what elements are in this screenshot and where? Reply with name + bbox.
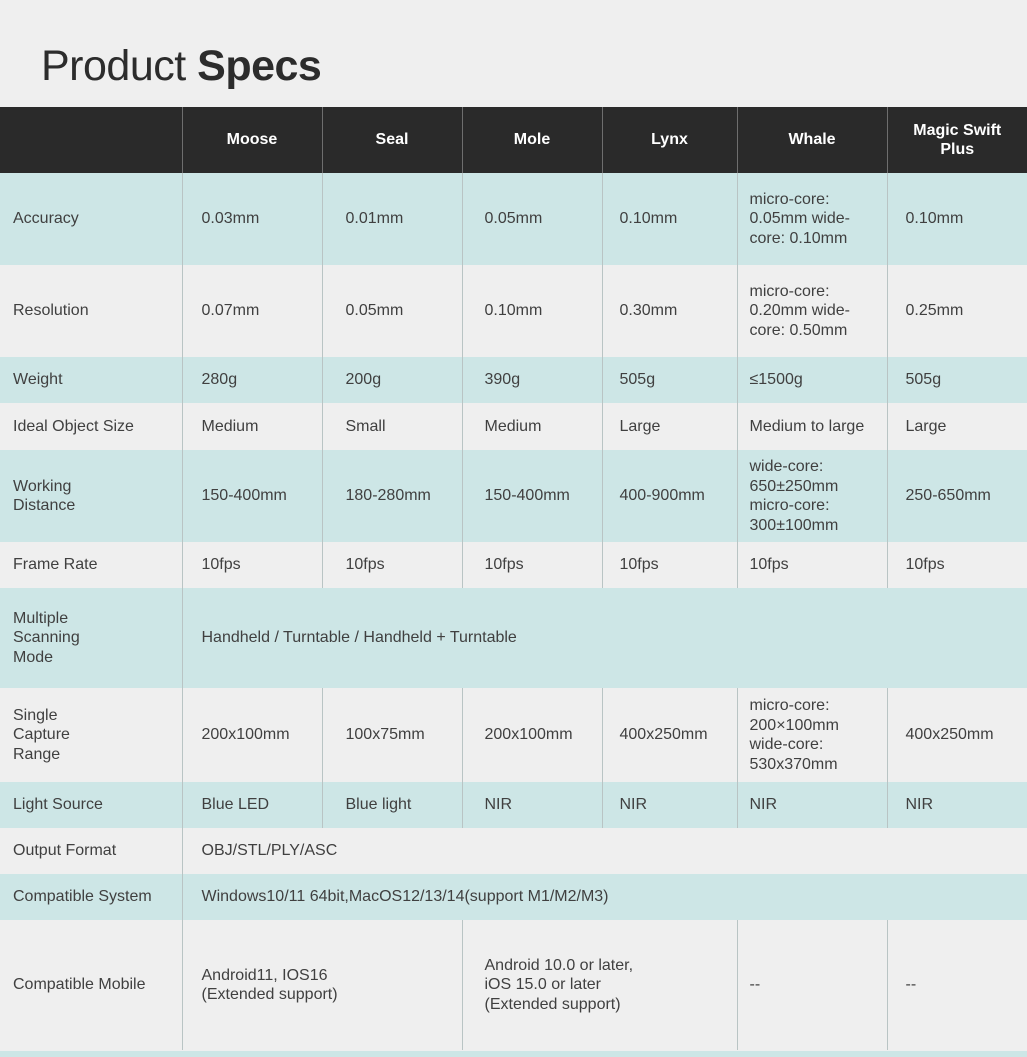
row-resolution: Resolution 0.07mm 0.05mm 0.10mm 0.30mm m… — [0, 265, 1027, 357]
row-weight: Weight 280g 200g 390g 505g ≤1500g 505g — [0, 357, 1027, 403]
cell-seal: 10fps — [321, 542, 462, 588]
cell-magic-swift-plus: Large — [886, 403, 1027, 450]
cell-seal: 0.01mm — [321, 173, 462, 265]
header-empty — [0, 107, 182, 173]
cell-seal: Small — [321, 403, 462, 450]
cell-mobile-mole-lynx: Android 10.0 or later, iOS 15.0 or later… — [461, 920, 737, 1050]
cell-lynx: 400x250mm — [601, 688, 737, 782]
cell-lynx: NIR — [601, 782, 737, 828]
row-ideal-object-size: Ideal Object Size Medium Small Medium La… — [0, 403, 1027, 450]
cell-whale: NIR — [736, 782, 887, 828]
cell-moose: 10fps — [181, 542, 322, 588]
cell-seal: 180-280mm — [321, 450, 462, 542]
cell-lynx: 400-900mm — [601, 450, 737, 542]
cell-whale: wide-core: 650±250mm micro-core: 300±100… — [736, 450, 887, 542]
row-label: Ideal Object Size — [0, 403, 182, 450]
cell-magic-swift-plus: NIR — [886, 782, 1027, 828]
header-mole: Mole — [461, 107, 602, 173]
cell-lynx: 0.10mm — [601, 173, 737, 265]
row-label: Working Distance — [0, 450, 182, 542]
cell-output-format: OBJ/STL/PLY/ASC — [181, 828, 1027, 874]
title-bold: Specs — [197, 42, 322, 90]
cell-mobile-magic-swift-plus: -- — [886, 920, 1027, 1050]
cell-moose: 280g — [181, 357, 322, 403]
cell-magic-swift-plus: 0.10mm — [886, 173, 1027, 265]
cell-mobile-whale: -- — [736, 920, 887, 1050]
row-label: Compatible Mobile — [0, 920, 182, 1050]
cell-seal: 200g — [321, 357, 462, 403]
cell-magic-swift-plus: 0.25mm — [886, 265, 1027, 357]
header-seal: Seal — [321, 107, 462, 173]
header-whale: Whale — [736, 107, 887, 173]
row-label: Compatible System — [0, 874, 182, 920]
cell-magic-swift-plus: 400x250mm — [886, 688, 1027, 782]
cell-scanning-mode: Handheld / Turntable / Handheld + Turnta… — [181, 588, 1027, 688]
row-single-capture-range: Single Capture Range 200x100mm 100x75mm … — [0, 688, 1027, 782]
cell-moose: 200x100mm — [181, 688, 322, 782]
row-compatible-mobile: Compatible Mobile Android11, IOS16 (Exte… — [0, 920, 1027, 1050]
row-working-distance: Working Distance 150-400mm 180-280mm 150… — [0, 450, 1027, 542]
cell-seal: 100x75mm — [321, 688, 462, 782]
row-multiple-scanning-mode: Multiple Scanning Mode Handheld / Turnta… — [0, 588, 1027, 688]
cell-mole: 10fps — [461, 542, 602, 588]
cell-mobile-moose-seal: Android11, IOS16 (Extended support) — [181, 920, 462, 1050]
cell-lynx: 10fps — [601, 542, 737, 588]
row-label: Light Source — [0, 782, 182, 828]
cell-whale: Medium to large — [736, 403, 887, 450]
cell-lynx: 0.30mm — [601, 265, 737, 357]
header-moose: Moose — [181, 107, 322, 173]
cell-mole: 0.05mm — [461, 173, 602, 265]
cell-compatible-system: Windows10/11 64bit,MacOS12/13/14(support… — [181, 874, 1027, 920]
row-label: Output Format — [0, 828, 182, 874]
specs-table: Moose Seal Mole Lynx Whale Magic Swift P… — [0, 107, 1027, 1050]
row-compatible-system: Compatible System Windows10/11 64bit,Mac… — [0, 874, 1027, 920]
page-title: Product Specs — [41, 40, 322, 92]
cell-whale: micro-core: 200×100mm wide-core: 530x370… — [736, 688, 887, 782]
cell-magic-swift-plus: 505g — [886, 357, 1027, 403]
cell-seal: Blue light — [321, 782, 462, 828]
row-frame-rate: Frame Rate 10fps 10fps 10fps 10fps 10fps… — [0, 542, 1027, 588]
cell-lynx: Large — [601, 403, 737, 450]
cell-mole: 200x100mm — [461, 688, 602, 782]
header-lynx: Lynx — [601, 107, 737, 173]
cell-magic-swift-plus: 250-650mm — [886, 450, 1027, 542]
cell-seal: 0.05mm — [321, 265, 462, 357]
row-label: Frame Rate — [0, 542, 182, 588]
row-label: Resolution — [0, 265, 182, 357]
cell-moose: 150-400mm — [181, 450, 322, 542]
cell-lynx: 505g — [601, 357, 737, 403]
cell-mole: 390g — [461, 357, 602, 403]
row-light-source: Light Source Blue LED Blue light NIR NIR… — [0, 782, 1027, 828]
row-label: Multiple Scanning Mode — [0, 588, 182, 688]
cell-moose: 0.07mm — [181, 265, 322, 357]
cell-moose: 0.03mm — [181, 173, 322, 265]
cell-moose: Blue LED — [181, 782, 322, 828]
cell-mole: NIR — [461, 782, 602, 828]
row-label: Single Capture Range — [0, 688, 182, 782]
row-label: Weight — [0, 357, 182, 403]
header-row: Moose Seal Mole Lynx Whale Magic Swift P… — [0, 107, 1027, 173]
cell-whale: micro-core: 0.05mm wide-core: 0.10mm — [736, 173, 887, 265]
cell-whale: 10fps — [736, 542, 887, 588]
cell-mole: 150-400mm — [461, 450, 602, 542]
cell-mole: 0.10mm — [461, 265, 602, 357]
cell-mole: Medium — [461, 403, 602, 450]
cell-whale: ≤1500g — [736, 357, 887, 403]
header-magic-swift-plus: Magic Swift Plus — [886, 107, 1027, 173]
cell-whale: micro-core: 0.20mm wide-core: 0.50mm — [736, 265, 887, 357]
row-accuracy: Accuracy 0.03mm 0.01mm 0.05mm 0.10mm mic… — [0, 173, 1027, 265]
title-light: Product — [41, 42, 186, 90]
cell-magic-swift-plus: 10fps — [886, 542, 1027, 588]
bottom-bar — [0, 1051, 1027, 1057]
cell-moose: Medium — [181, 403, 322, 450]
row-output-format: Output Format OBJ/STL/PLY/ASC — [0, 828, 1027, 874]
row-label: Accuracy — [0, 173, 182, 265]
